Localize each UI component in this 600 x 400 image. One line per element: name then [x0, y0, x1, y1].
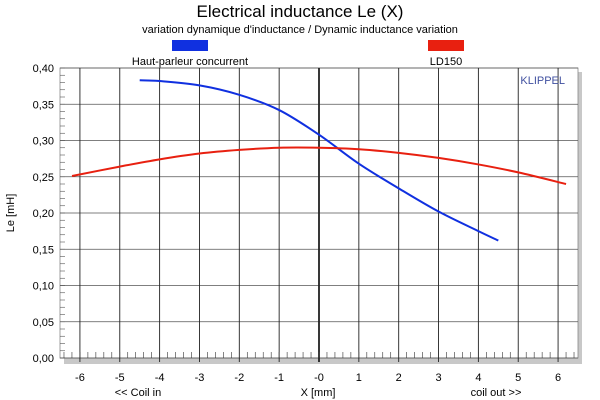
y-tick-label: 0,35 [33, 99, 54, 111]
y-axis-label: Le [mH] [5, 194, 17, 233]
x-tick-label: -3 [195, 372, 205, 384]
legend-label-1: LD150 [430, 56, 462, 68]
x-tick-label: -0 [314, 372, 324, 384]
chart-subtitle: variation dynamique d'inductance / Dynam… [142, 24, 458, 36]
x-tick-label: -2 [234, 372, 244, 384]
x-tick-label: 4 [475, 372, 481, 384]
legend-swatch-1 [428, 40, 464, 51]
x-left-note: << Coil in [115, 387, 161, 399]
x-tick-label: 6 [555, 372, 561, 384]
series-line-0 [139, 79, 499, 242]
x-axis-label: X [mm] [301, 387, 336, 399]
y-tick-label: 0,15 [33, 244, 54, 256]
x-right-note: coil out >> [471, 387, 522, 399]
x-tick-label: -5 [115, 372, 125, 384]
legend-swatch-0 [172, 40, 208, 51]
y-tick-label: 0,25 [33, 172, 54, 184]
y-tick-label: 0,00 [33, 353, 54, 365]
x-tick-label: -1 [274, 372, 284, 384]
x-tick-label: -6 [75, 372, 85, 384]
x-tick-label: 2 [396, 372, 402, 384]
y-tick-label: 0,20 [33, 208, 54, 220]
x-tick-label: 1 [356, 372, 362, 384]
x-tick-label: 3 [435, 372, 441, 384]
y-tick-label: 0,30 [33, 136, 54, 148]
series-line-1 [71, 146, 567, 185]
y-tick-label: 0,05 [33, 317, 54, 329]
y-tick-label: 0,40 [33, 63, 54, 75]
klippel-watermark: KLIPPEL [520, 75, 565, 87]
x-tick-label: 5 [515, 372, 521, 384]
legend-label-0: Haut-parleur concurrent [132, 56, 248, 68]
x-tick-label: -4 [155, 372, 165, 384]
chart-title: Electrical inductance Le (X) [197, 2, 404, 21]
y-tick-label: 0,10 [33, 281, 54, 293]
